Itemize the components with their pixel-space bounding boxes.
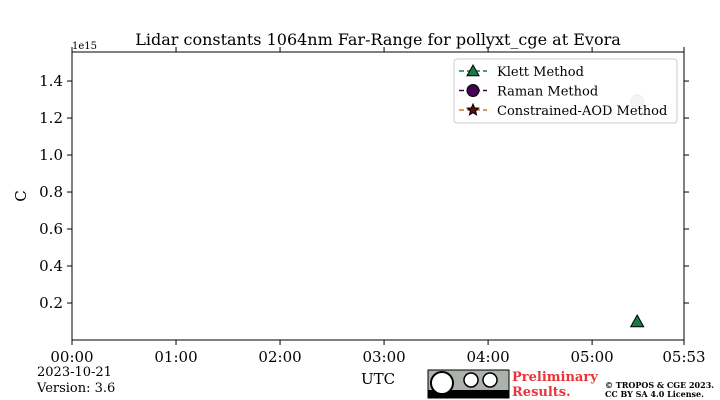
logo-cc [430,371,454,395]
legend-label: Klett Method [497,65,584,80]
license-logo [427,369,510,399]
x-tick-label: 03:00 [362,348,405,366]
copyright: © TROPOS & CGE 2023. [605,380,714,390]
marker [466,102,480,116]
x-axis-label: UTC [361,370,395,388]
legend-label: Raman Method [497,85,598,100]
marker [629,313,645,328]
y-tick-label: 0.6 [39,220,63,238]
plot-frame [71,51,685,341]
x-tick-label: 05:00 [570,348,613,366]
logo-by [463,372,479,388]
y-axis-label: C [12,190,30,201]
x-tick-label: 05:53 [662,348,705,366]
version: Version: 3.6 [36,381,115,396]
x-tick-label: 00:00 [50,348,93,366]
y-tick-label: 0.4 [39,257,63,275]
y-tick-label: 0.8 [39,183,63,201]
watermark: Preliminary [512,370,598,385]
marker [466,63,480,77]
y-offset-label: 1e15 [72,41,97,52]
x-tick-label: 04:00 [466,348,509,366]
legend-box [453,58,678,124]
legend: Klett Method Raman Method Constrained-AOD … [453,58,678,124]
copyright: CC BY SA 4.0 License. [605,389,704,399]
x-tick-label: 02:00 [258,348,301,366]
y-tick-label: 1.2 [39,109,63,127]
date: 2023-10-21 [37,365,112,380]
y-tick-label: 1.4 [39,72,63,90]
marker [466,84,480,97]
watermark: Results. [512,385,571,400]
logo-sa [482,372,498,388]
legend-label: Constrained-AOD Method [497,104,667,119]
x-tick-label: 01:00 [154,348,197,366]
chart-title: Lidar constants 1064nm Far-Range for pol… [135,30,621,49]
y-tick-label: 0.2 [39,294,63,312]
logo-band [428,390,509,398]
y-tick-label: 1.0 [39,146,63,164]
